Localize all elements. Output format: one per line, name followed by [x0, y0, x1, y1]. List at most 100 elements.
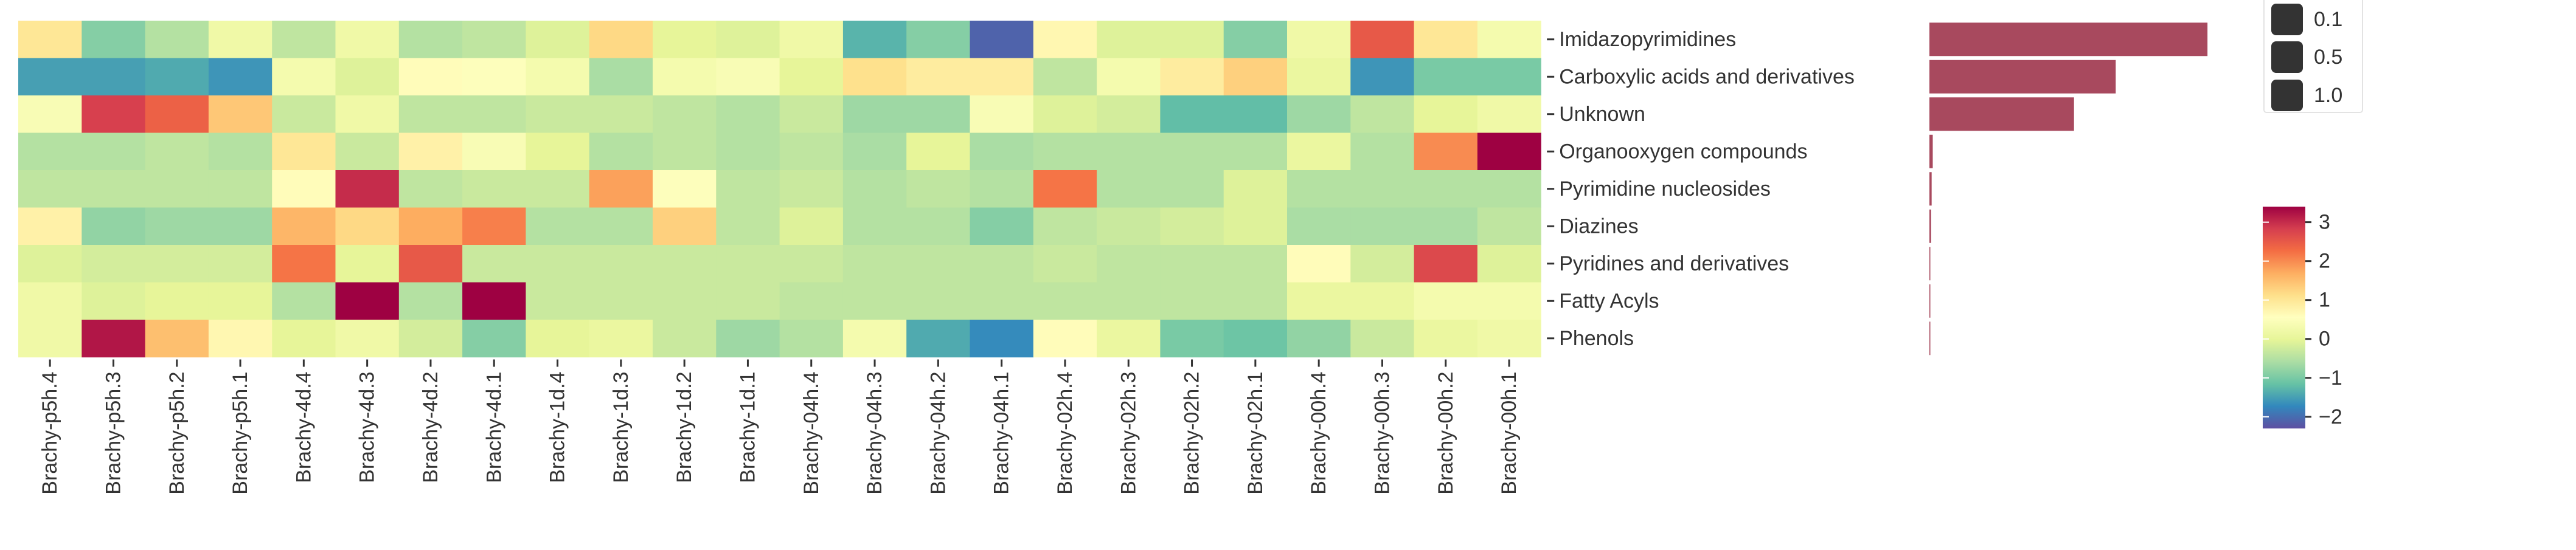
column-label: Brachy-02h.3: [1117, 372, 1140, 495]
heatmap-cell: [462, 21, 526, 59]
heatmap-cell: [1223, 58, 1288, 96]
heatmap-cell: [1033, 282, 1097, 320]
heatmap-cell: [1160, 320, 1224, 358]
heatmap-cell: [779, 95, 844, 134]
heatmap-cell: [1414, 95, 1478, 134]
colorbar-tick-label: −2: [2319, 405, 2342, 428]
heatmap-cell: [82, 245, 146, 283]
heatmap-cell: [1414, 282, 1478, 320]
heatmap-cell: [1033, 170, 1097, 208]
heatmap-cell: [906, 21, 971, 59]
heatmap-cell: [18, 320, 82, 358]
heatmap-cell: [1414, 21, 1478, 59]
colorbar-tick-label: 2: [2319, 250, 2330, 273]
heatmap-cell: [1350, 282, 1415, 320]
column-label: Brachy-04h.1: [990, 372, 1013, 495]
heatmap-cell: [1350, 58, 1415, 96]
legend-marker: [2271, 80, 2303, 111]
heatmap-cell: [398, 320, 463, 358]
column-label: Brachy-00h.3: [1370, 372, 1394, 495]
heatmap-cell: [462, 207, 526, 246]
column-label: Brachy-04h.3: [863, 372, 886, 495]
heatmap-cell: [779, 132, 844, 171]
heatmap-cell: [1033, 95, 1097, 134]
bar: [1929, 22, 2208, 57]
heatmap-cell: [208, 58, 273, 96]
heatmap-cell: [462, 320, 526, 358]
heatmap-cell: [1477, 245, 1541, 283]
heatmap-cell: [1477, 207, 1541, 246]
heatmap-cell: [1223, 207, 1288, 246]
heatmap-cell: [970, 245, 1034, 283]
heatmap-cell: [1033, 58, 1097, 96]
heatmap-cell: [1160, 170, 1224, 208]
heatmap-cell: [526, 245, 590, 283]
bar: [1929, 60, 2116, 94]
heatmap-cell: [1223, 282, 1288, 320]
heatmap-cell: [970, 282, 1034, 320]
heatmap-cell: [208, 132, 273, 171]
column-label: Brachy-00h.1: [1498, 372, 1521, 495]
column-label: Brachy-02h.1: [1244, 372, 1267, 495]
heatmap-cell: [970, 320, 1034, 358]
heatmap-cell: [1350, 95, 1415, 134]
heatmap-cell: [779, 282, 844, 320]
heatmap-cell: [398, 58, 463, 96]
heatmap-cell: [145, 21, 209, 59]
heatmap-cell: [1477, 21, 1541, 59]
heatmap-cell: [589, 320, 653, 358]
heatmap-cell: [1287, 95, 1351, 134]
heatmap-cell: [906, 58, 971, 96]
heatmap-cell: [272, 21, 336, 59]
colorbar-tick-label: −1: [2319, 366, 2342, 390]
heatmap-cell: [18, 170, 82, 208]
heatmap-cell: [1350, 320, 1415, 358]
heatmap-cell: [1477, 320, 1541, 358]
bar: [1929, 134, 1933, 168]
heatmap-cell: [145, 132, 209, 171]
heatmap-cell: [82, 95, 146, 134]
row-label: Fatty Acyls: [1559, 289, 1659, 312]
column-label: Brachy-00h.4: [1307, 372, 1330, 495]
heatmap-cell: [589, 170, 653, 208]
bar-chart: [1929, 22, 2208, 356]
heatmap-cell: [779, 207, 844, 246]
column-label: Brachy-4d.2: [419, 372, 442, 483]
heatmap-cell: [1033, 245, 1097, 283]
row-label: Imidazopyrimidines: [1559, 28, 1736, 51]
heatmap-cell: [208, 282, 273, 320]
colorbar-tick-label: 0: [2319, 328, 2330, 351]
heatmap-cell: [970, 170, 1034, 208]
heatmap-cell: [1033, 207, 1097, 246]
bar: [1929, 97, 2074, 131]
heatmap-cell: [526, 58, 590, 96]
heatmap-cell: [842, 170, 907, 208]
heatmap-cell: [462, 58, 526, 96]
heatmap-cell: [18, 282, 82, 320]
heatmap-cell: [589, 282, 653, 320]
heatmap-cell: [716, 207, 780, 246]
heatmap-cell: [1414, 207, 1478, 246]
heatmap-cell: [1097, 245, 1161, 283]
heatmap-cell: [335, 245, 400, 283]
heatmap-cell: [272, 95, 336, 134]
heatmap-cell: [970, 207, 1034, 246]
heatmap-cell: [779, 170, 844, 208]
heatmap-cell: [716, 132, 780, 171]
legend-marker: [2271, 4, 2303, 35]
heatmap-cell: [906, 170, 971, 208]
heatmap-cell: [1160, 132, 1224, 171]
heatmap-cell: [335, 132, 400, 171]
heatmap-cell: [18, 95, 82, 134]
heatmap-cell: [1350, 21, 1415, 59]
heatmap-cell: [1160, 245, 1224, 283]
heatmap-cell: [653, 58, 717, 96]
bar: [1929, 321, 1931, 356]
heatmap-cell: [1223, 132, 1288, 171]
heatmap-cell: [462, 282, 526, 320]
row-label: Phenols: [1559, 327, 1634, 350]
heatmap-cell: [208, 207, 273, 246]
heatmap-cell: [82, 320, 146, 358]
column-label: Brachy-4d.4: [292, 372, 315, 483]
heatmap-cell: [842, 21, 907, 59]
